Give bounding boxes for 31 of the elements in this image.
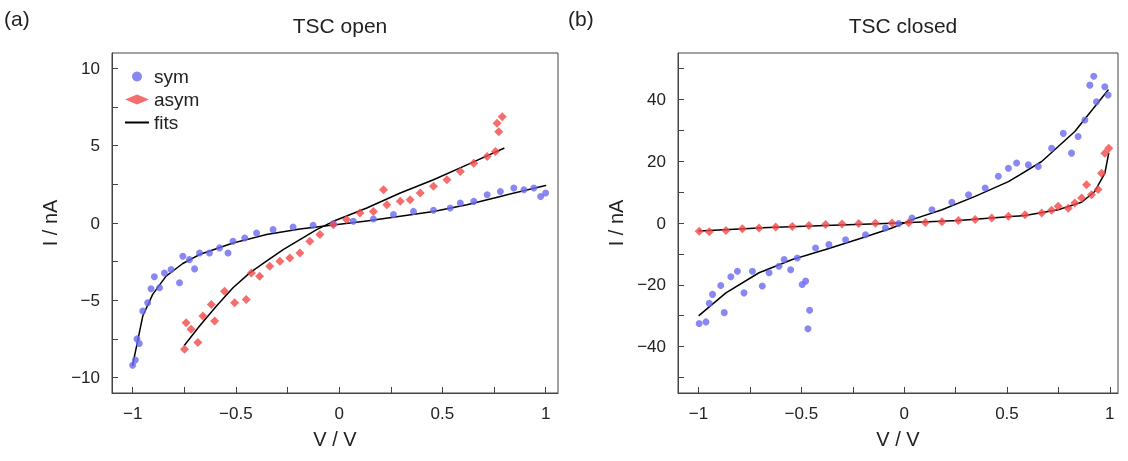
y-tick-label: 20	[647, 151, 666, 171]
x-tick-label: 0.5	[430, 404, 455, 423]
legend-label: fits	[154, 112, 179, 133]
x-tick-label: 1	[1105, 404, 1115, 423]
y-tick-label: −20	[637, 275, 666, 295]
y-axis-title: I / nA	[605, 199, 628, 247]
text: (b)	[568, 7, 594, 30]
y-tick-label: 40	[647, 89, 666, 109]
x-tick-label: −1	[122, 404, 143, 423]
y-tick-label: −40	[637, 337, 666, 357]
y-tick-label: 0	[656, 213, 666, 233]
x-tick-label: 0.5	[995, 404, 1019, 423]
legend-label: sym	[154, 66, 189, 87]
x-axis-title: V / V	[876, 428, 921, 450]
legend-label: asym	[154, 89, 200, 110]
x-tick-label: −1	[688, 404, 709, 423]
chart-title: TSC open	[292, 14, 388, 37]
x-tick-label: −0.5	[784, 404, 819, 423]
x-tick-label: −0.5	[219, 404, 253, 423]
y-tick-label: 0	[90, 213, 100, 233]
x-axis-title: V / V	[313, 428, 358, 450]
y-tick-label: −10	[71, 368, 100, 388]
y-tick-label: 5	[90, 136, 100, 156]
y-axis-title: I / nA	[39, 199, 62, 247]
x-tick-label: 0	[334, 404, 344, 423]
y-tick-label: −5	[80, 290, 100, 310]
x-tick-label: 1	[540, 404, 551, 423]
y-tick-label: 10	[81, 58, 100, 78]
chart-title: TSC closed	[848, 14, 958, 37]
x-tick-label: 0	[899, 404, 909, 423]
text: (a)	[4, 7, 30, 30]
